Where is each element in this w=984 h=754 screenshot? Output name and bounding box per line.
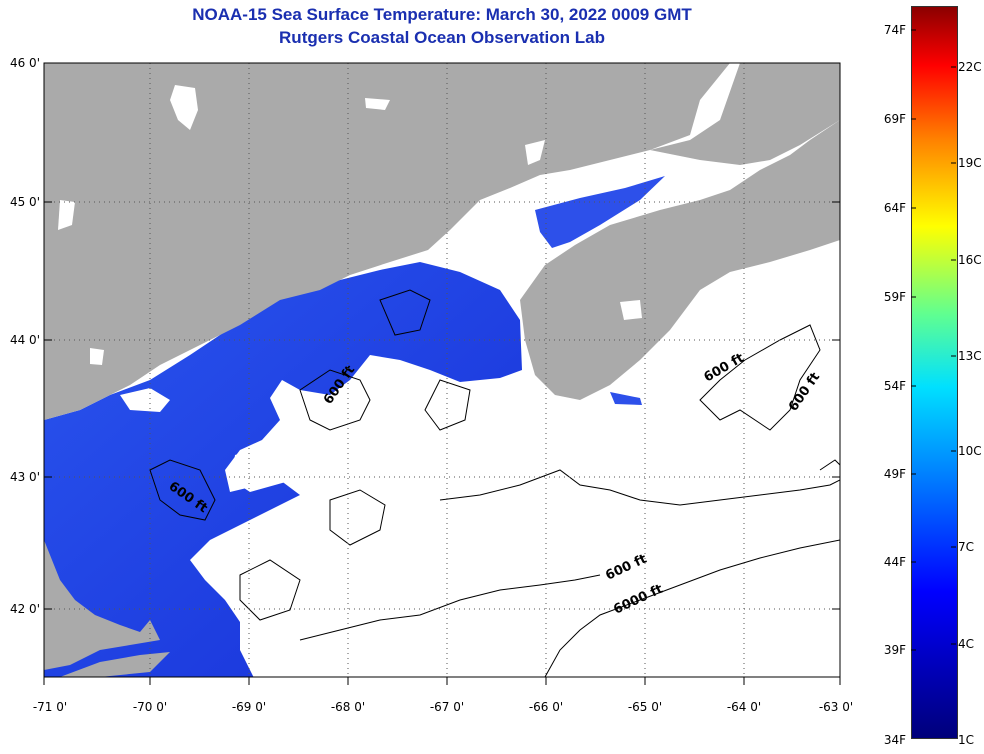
cloud-gap bbox=[120, 388, 170, 412]
lon-label: -69 0' bbox=[231, 700, 267, 714]
lake bbox=[620, 300, 642, 320]
lake bbox=[58, 200, 75, 230]
lat-label: 44 0' bbox=[9, 333, 40, 347]
axis-ticks bbox=[43, 62, 841, 685]
colorbar-c-label: 1C bbox=[958, 733, 975, 747]
lon-label: -66 0' bbox=[528, 700, 564, 714]
lon-label: -63 0' bbox=[818, 700, 854, 714]
lake bbox=[460, 232, 474, 252]
land-new-brunswick bbox=[650, 63, 840, 165]
colorbar-c-label: 16C bbox=[958, 253, 982, 267]
colorbar-f-label: 69F bbox=[883, 112, 906, 126]
lat-label: 46 0' bbox=[9, 56, 40, 70]
bathymetry-contours bbox=[149, 289, 840, 677]
lon-label: -65 0' bbox=[627, 700, 663, 714]
sst-bay-of-fundy bbox=[535, 176, 665, 248]
temperature-colorbar bbox=[911, 6, 958, 739]
lake bbox=[525, 140, 545, 165]
lake bbox=[365, 98, 390, 110]
lon-label: -71 0' bbox=[32, 700, 68, 714]
sst-patch-scotian bbox=[610, 392, 642, 405]
colorbar-f-label: 34F bbox=[883, 733, 906, 747]
colorbar-f-label: 54F bbox=[883, 379, 906, 393]
cloud-gap bbox=[232, 445, 300, 492]
colorbar-f-label: 74F bbox=[883, 23, 906, 37]
sst-gulf-of-maine bbox=[44, 262, 522, 677]
lon-label: -70 0' bbox=[132, 700, 168, 714]
colorbar-c-label: 10C bbox=[958, 444, 982, 458]
colorbar-f-label: 49F bbox=[883, 467, 906, 481]
map-title: NOAA-15 Sea Surface Temperature: March 3… bbox=[192, 5, 692, 24]
lat-label: 42 0' bbox=[9, 602, 40, 616]
lat-label: 43 0' bbox=[9, 470, 40, 484]
land-nova-scotia bbox=[520, 120, 840, 400]
lake bbox=[170, 85, 198, 130]
colorbar-f-label: 64F bbox=[883, 201, 906, 215]
colorbar-c-label: 22C bbox=[958, 60, 982, 74]
land-massachusetts bbox=[44, 540, 160, 670]
colorbar-f-label: 39F bbox=[883, 643, 906, 657]
map-frame bbox=[43, 62, 841, 678]
lake bbox=[90, 348, 104, 365]
land-maine bbox=[44, 63, 730, 420]
colorbar-c-label: 4C bbox=[958, 637, 975, 651]
lon-label: -67 0' bbox=[429, 700, 465, 714]
lon-label: -68 0' bbox=[330, 700, 366, 714]
map-subtitle: Rutgers Coastal Ocean Observation Lab bbox=[279, 28, 605, 47]
lon-label: -64 0' bbox=[726, 700, 762, 714]
colorbar-c-label: 7C bbox=[958, 540, 975, 554]
land-cape-cod bbox=[60, 652, 170, 677]
colorbar-c-label: 13C bbox=[958, 349, 982, 363]
colorbar-c-label: 19C bbox=[958, 156, 982, 170]
colorbar-f-label: 44F bbox=[883, 555, 906, 569]
colorbar-f-label: 59F bbox=[883, 290, 906, 304]
lat-label: 45 0' bbox=[9, 195, 40, 209]
